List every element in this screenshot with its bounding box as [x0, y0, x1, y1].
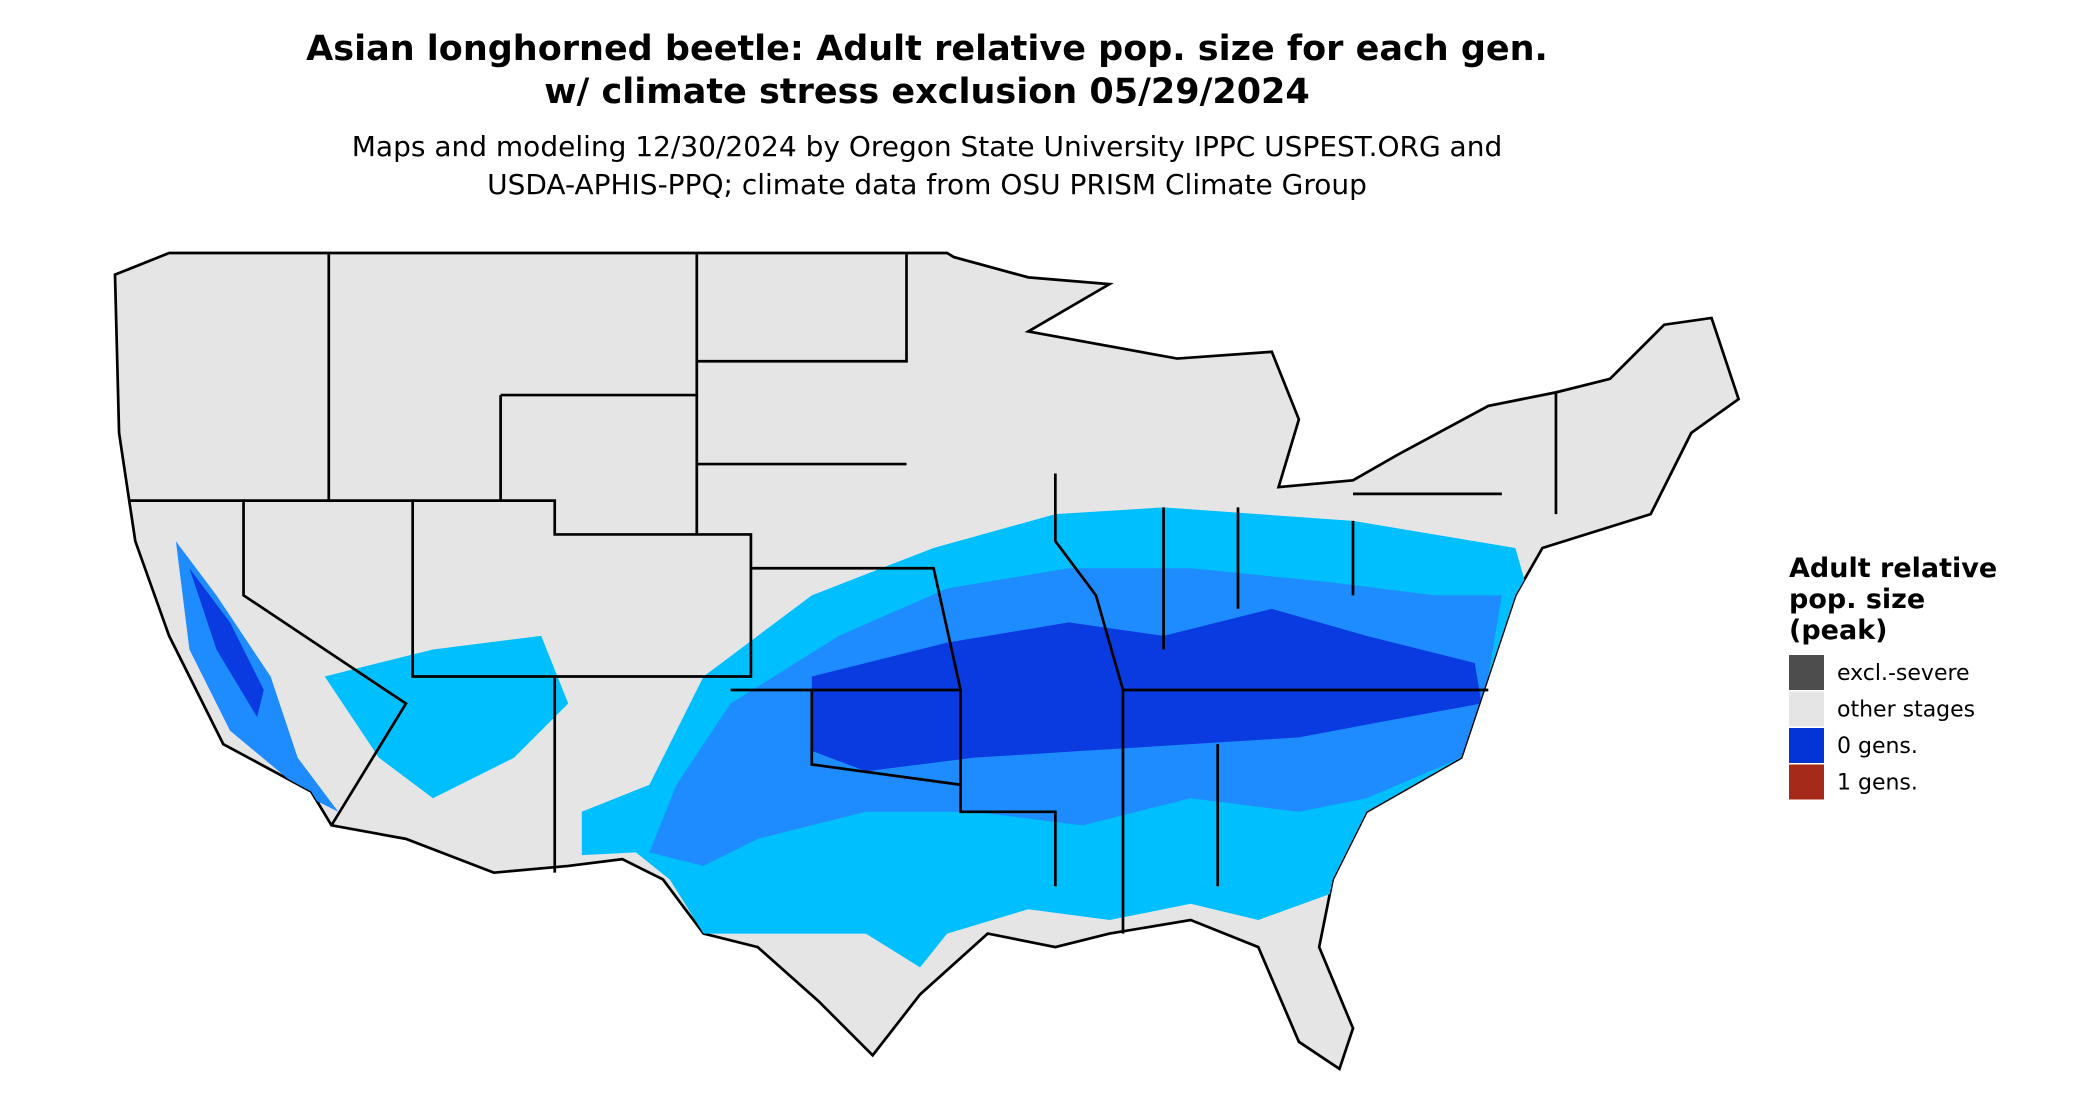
legend-title-line: (peak): [1789, 615, 1888, 646]
subtitle-line: Maps and modeling 12/30/2024 by Oregon S…: [352, 130, 1503, 163]
legend: excl.-severe other stages 0 gens. 1 gens.: [1789, 655, 1975, 800]
legend-swatch: [1789, 691, 1824, 727]
legend-swatch: [1789, 764, 1824, 800]
title-line: w/ climate stress exclusion 05/29/2024: [544, 72, 1310, 112]
legend-label: excl.-severe: [1837, 661, 1970, 686]
legend-swatch: [1789, 728, 1824, 763]
us-map: [113, 251, 1741, 1071]
legend-swatch: [1789, 655, 1824, 690]
legend-title-line: Adult relative: [1789, 553, 1997, 584]
subtitle-line: USDA-APHIS-PPQ; climate data from OSU PR…: [487, 168, 1367, 201]
title-line: Asian longhorned beetle: Adult relative …: [306, 29, 1548, 69]
legend-label: other stages: [1837, 698, 1975, 723]
legend-title-line: pop. size: [1789, 584, 1925, 615]
legend-label: 0 gens.: [1837, 734, 1918, 759]
legend-label: 1 gens.: [1837, 771, 1918, 796]
